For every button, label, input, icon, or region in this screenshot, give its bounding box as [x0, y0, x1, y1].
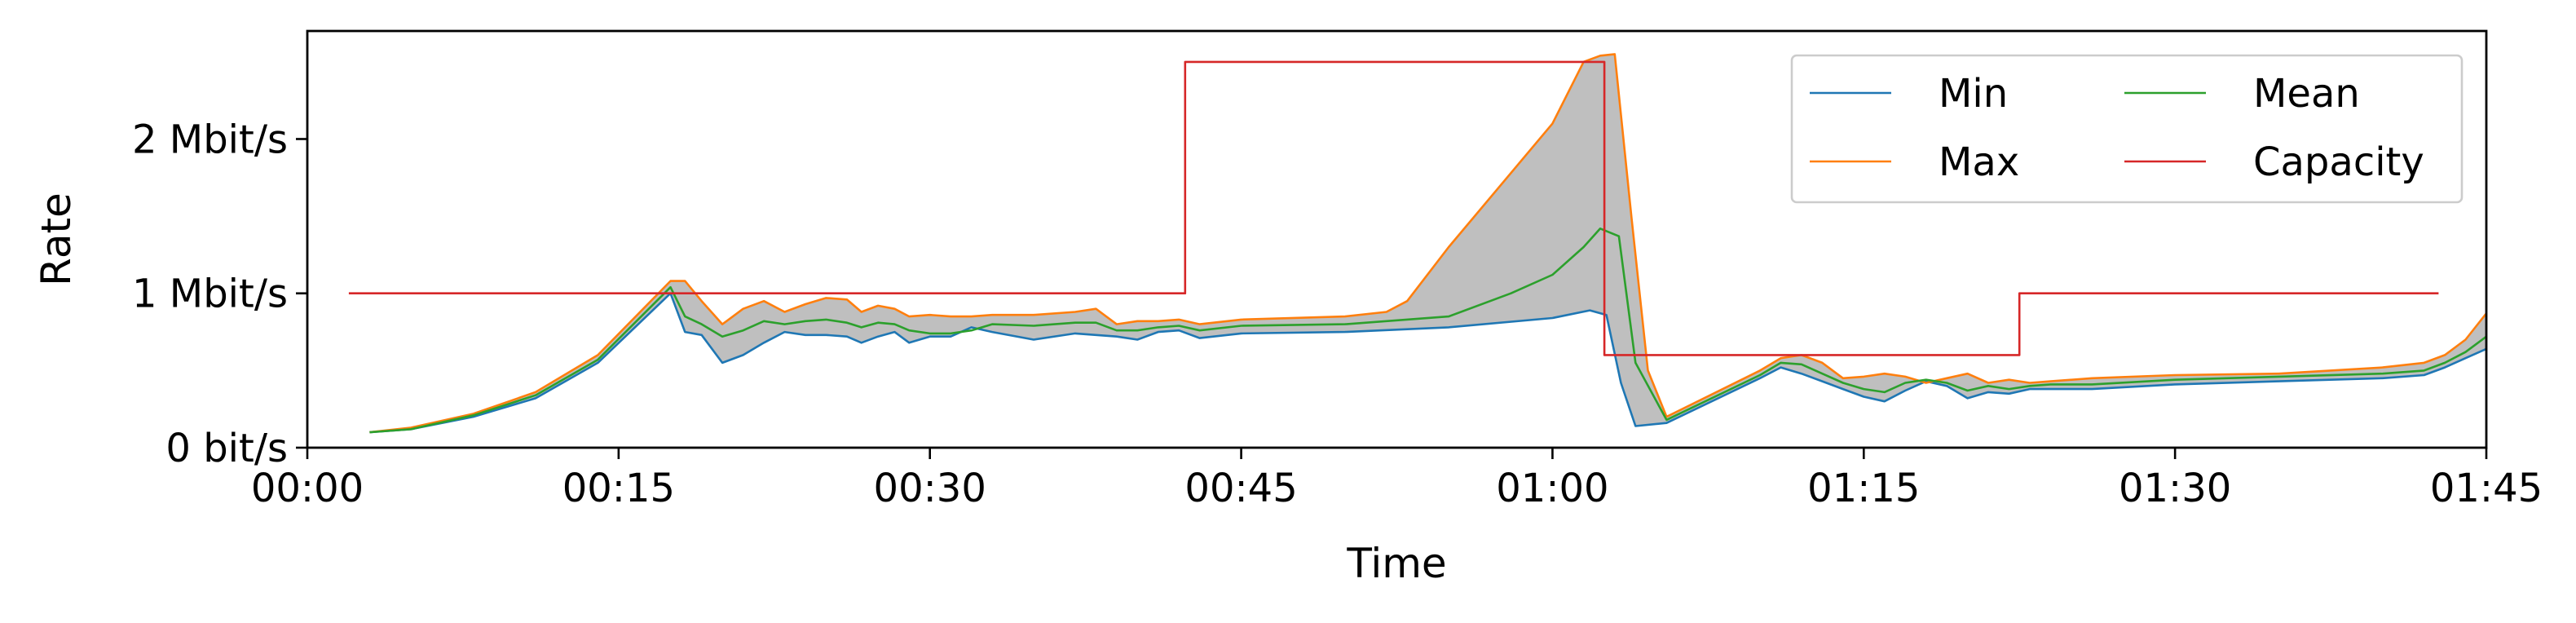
y-axis-label: Rate: [33, 192, 80, 286]
x-axis-label: Time: [1346, 540, 1446, 587]
legend-label-mean: Mean: [2253, 71, 2360, 117]
x-tick-label: 00:00: [251, 466, 364, 511]
y-tick-label: 2 Mbit/s: [132, 117, 288, 162]
series-layer: [348, 53, 2488, 434]
x-tick-label: 01:00: [1496, 466, 1608, 511]
x-tick-label: 00:15: [562, 466, 675, 511]
legend-box: [1790, 54, 2464, 204]
x-tick-label: 00:30: [874, 466, 986, 511]
y-tick-label: 1 Mbit/s: [132, 272, 288, 317]
legend-label-min: Min: [1939, 71, 2008, 117]
y-tick-label: 0 bit/s: [165, 426, 288, 471]
plot-frame: [306, 29, 2488, 449]
x-tick-label: 01:45: [2430, 466, 2543, 511]
x-tick-label: 01:15: [1807, 466, 1920, 511]
legend: Min Max Mean Capacity: [1790, 54, 2464, 204]
x-tick-label: 01:30: [2119, 466, 2231, 511]
series-line-max: [369, 53, 2488, 434]
legend-label-capacity: Capacity: [2253, 139, 2424, 185]
series-line-min: [369, 292, 2487, 434]
x-axis: 00:00 00:15 00:30 00:45 01:00 01:15 01:30 01:45: [251, 448, 2543, 511]
series-line-mean: [369, 227, 2487, 434]
x-tick-label: 00:45: [1184, 466, 1297, 511]
y-axis: 0 bit/s 1 Mbit/s 2 Mbit/s: [132, 117, 307, 471]
series-line-capacity: [348, 60, 2439, 356]
legend-label-max: Max: [1939, 139, 2019, 185]
